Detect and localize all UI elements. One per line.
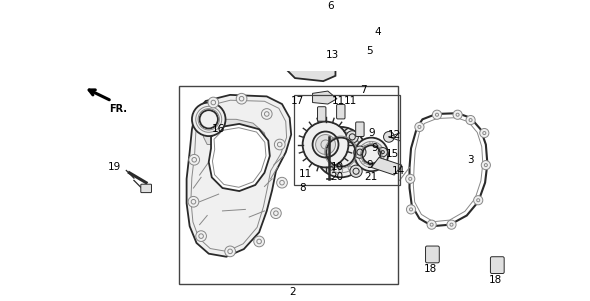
Text: 6: 6 [327,1,334,11]
Circle shape [271,208,281,219]
FancyBboxPatch shape [337,104,345,119]
Circle shape [474,196,483,205]
Circle shape [261,109,272,119]
Text: 19: 19 [107,163,121,172]
Ellipse shape [333,46,349,52]
Circle shape [330,166,333,170]
Circle shape [378,147,388,157]
FancyBboxPatch shape [332,0,349,9]
Circle shape [192,103,225,136]
Circle shape [358,153,362,156]
Circle shape [447,220,456,229]
Circle shape [480,129,489,138]
Circle shape [236,93,247,104]
Polygon shape [209,124,270,191]
FancyBboxPatch shape [490,257,504,274]
Circle shape [354,146,366,158]
Circle shape [348,134,352,138]
FancyBboxPatch shape [425,246,440,263]
Circle shape [357,150,361,154]
Circle shape [277,177,287,188]
Text: 9: 9 [366,160,373,170]
Circle shape [384,132,394,142]
Circle shape [316,135,336,154]
Circle shape [378,145,381,148]
Circle shape [427,220,436,229]
Circle shape [323,141,327,145]
Bar [339,22,368,45]
Polygon shape [313,91,337,104]
Circle shape [355,160,359,163]
FancyBboxPatch shape [304,1,326,12]
Circle shape [406,174,415,183]
Text: 3: 3 [467,155,474,165]
Circle shape [381,153,384,156]
Polygon shape [204,119,267,144]
Polygon shape [186,95,291,257]
Text: 12: 12 [388,130,401,140]
Circle shape [330,134,333,138]
Circle shape [348,166,352,170]
Circle shape [339,169,343,172]
Circle shape [362,145,365,148]
Text: 11: 11 [332,96,345,106]
FancyBboxPatch shape [356,122,364,136]
Circle shape [320,150,324,154]
Text: 4: 4 [375,27,382,37]
FancyBboxPatch shape [141,184,152,193]
Circle shape [196,231,206,241]
Circle shape [254,236,264,247]
Text: 18: 18 [424,264,437,274]
Text: 2: 2 [290,287,296,297]
Circle shape [370,164,373,167]
Circle shape [355,141,359,145]
Circle shape [346,131,358,143]
Text: 13: 13 [326,50,339,60]
Circle shape [362,161,365,164]
Text: 10: 10 [330,162,343,172]
Circle shape [188,197,199,207]
Circle shape [189,154,199,165]
Circle shape [339,132,343,136]
Text: 5: 5 [366,46,373,56]
Circle shape [453,110,462,119]
Polygon shape [287,58,336,81]
Circle shape [432,110,441,119]
Circle shape [466,116,475,125]
Circle shape [407,205,415,214]
Text: 20: 20 [330,172,343,182]
Circle shape [225,246,235,257]
Text: 9: 9 [369,128,375,138]
Circle shape [350,165,362,177]
Text: 9: 9 [372,143,378,153]
Text: 11: 11 [299,169,312,179]
Circle shape [303,122,349,167]
Text: 18: 18 [489,275,502,285]
Circle shape [370,141,373,144]
Bar [294,95,399,185]
Circle shape [316,127,366,177]
Circle shape [481,160,490,170]
Circle shape [323,160,327,163]
FancyBboxPatch shape [317,107,326,121]
Polygon shape [371,157,402,175]
Text: FR.: FR. [110,104,127,114]
Circle shape [208,97,219,108]
Circle shape [378,161,381,164]
Text: 7: 7 [360,85,367,95]
Text: 17: 17 [291,96,304,106]
Circle shape [415,123,424,132]
Polygon shape [409,113,487,226]
Text: 11: 11 [344,96,358,106]
Text: 16: 16 [212,124,225,134]
Text: 21: 21 [364,172,377,182]
Text: 8: 8 [299,183,306,193]
Bar [179,86,398,284]
Text: 14: 14 [391,166,405,176]
Circle shape [274,139,285,150]
Circle shape [355,138,388,171]
Text: 15: 15 [385,149,399,160]
FancyBboxPatch shape [307,7,323,60]
